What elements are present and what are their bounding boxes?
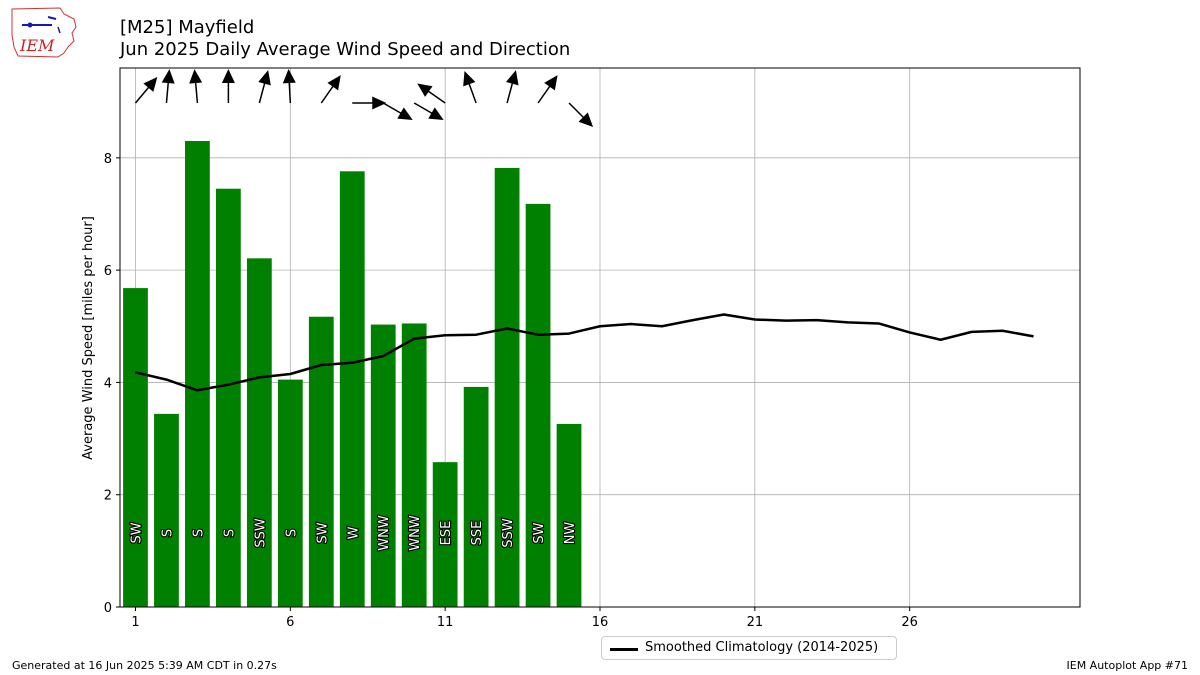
footer-app-text: IEM Autoplot App #71 bbox=[1066, 659, 1189, 672]
wind-arrow-shaft bbox=[320, 82, 336, 104]
wind-arrow-head bbox=[428, 107, 444, 120]
wind-arrow bbox=[382, 102, 413, 120]
y-tick-label: 6 bbox=[104, 264, 112, 279]
bar-direction-label: SSW bbox=[501, 518, 516, 548]
wind-arrow-shaft bbox=[506, 79, 515, 104]
bar bbox=[216, 188, 241, 607]
wind-arrow-head bbox=[463, 71, 476, 87]
bar-direction-label: SSW bbox=[253, 518, 268, 548]
wind-arrow-head bbox=[327, 75, 341, 91]
chart-title-line1: [M25] Mayfield bbox=[120, 17, 255, 38]
wind-arrow bbox=[161, 69, 175, 104]
climatology-polyline bbox=[135, 313, 1034, 392]
wind-arrow bbox=[189, 69, 203, 104]
wind-arrow bbox=[537, 75, 558, 104]
wind-arrow bbox=[258, 70, 271, 104]
x-tick-label: 11 bbox=[437, 615, 454, 630]
wind-arrow bbox=[505, 70, 519, 104]
wind-arrow-head bbox=[189, 69, 203, 84]
wind-arrow bbox=[282, 69, 296, 104]
bar bbox=[185, 140, 210, 608]
wind-arrow-head bbox=[161, 69, 175, 84]
x-tick-label: 6 bbox=[286, 615, 294, 630]
bar-direction-label: WNW bbox=[408, 515, 423, 551]
bar bbox=[154, 413, 179, 607]
logo-text: IEM bbox=[19, 36, 55, 55]
wind-arrow-head bbox=[417, 83, 433, 97]
wind-arrow-head bbox=[578, 112, 594, 128]
wind-arrow bbox=[413, 102, 444, 120]
bar bbox=[525, 203, 551, 607]
bar bbox=[463, 386, 489, 607]
bar-direction-label: W bbox=[346, 526, 361, 539]
bar-direction-label: WNW bbox=[377, 515, 392, 551]
wind-arrow-head bbox=[505, 70, 519, 86]
x-tick-label: 1 bbox=[131, 615, 139, 630]
legend-label: Smoothed Climatology (2014-2025) bbox=[645, 640, 879, 655]
wind-arrow-head bbox=[258, 70, 271, 86]
wind-arrow-head bbox=[544, 75, 558, 91]
bar bbox=[401, 323, 427, 607]
wind-arrow-head bbox=[282, 69, 296, 84]
wind-arrow bbox=[568, 102, 594, 128]
wind-arrow-head bbox=[143, 76, 158, 92]
y-tick-label: 4 bbox=[104, 376, 112, 391]
bar-direction-label: SSE bbox=[470, 521, 485, 546]
wind-arrow bbox=[221, 69, 235, 103]
iem-logo: IEM bbox=[11, 7, 77, 58]
y-tick-label: 8 bbox=[104, 152, 112, 167]
wind-arrow bbox=[320, 75, 341, 104]
bar-direction-label: ESE bbox=[439, 521, 454, 546]
bar bbox=[246, 258, 272, 607]
climatology-line bbox=[135, 313, 1034, 392]
wind-arrow-shaft bbox=[537, 82, 553, 104]
bar bbox=[432, 462, 458, 607]
bar-direction-label: SW bbox=[532, 522, 547, 543]
y-tick-label: 0 bbox=[104, 601, 112, 616]
bar bbox=[308, 316, 334, 607]
wind-arrow bbox=[134, 76, 158, 104]
bar bbox=[277, 379, 303, 607]
bar-direction-label: NW bbox=[563, 522, 578, 545]
y-tick-label: 2 bbox=[104, 489, 112, 504]
wind-arrow-shaft bbox=[134, 84, 152, 104]
wind-arrow-shaft bbox=[382, 102, 405, 116]
legend: Smoothed Climatology (2014-2025) bbox=[601, 636, 897, 660]
bar-direction-label: S bbox=[160, 529, 175, 537]
wind-arrow-shaft bbox=[425, 88, 446, 104]
wind-arrow-head bbox=[372, 96, 387, 110]
legend-line-swatch bbox=[610, 648, 638, 651]
y-axis-label: Average Wind Speed [miles per hour] bbox=[81, 216, 96, 460]
wind-arrow-shaft bbox=[413, 102, 436, 116]
wind-arrow bbox=[417, 83, 446, 104]
bar bbox=[494, 167, 520, 608]
chart-title: [M25] Mayfield Jun 2025 Daily Average Wi… bbox=[120, 17, 570, 61]
bar-direction-label: S bbox=[191, 529, 206, 537]
wind-arrow bbox=[463, 71, 477, 104]
bar-direction-label: SW bbox=[315, 522, 330, 543]
x-tick-label: 21 bbox=[747, 615, 764, 630]
direction-arrows bbox=[134, 69, 594, 128]
x-tick-label: 26 bbox=[901, 615, 918, 630]
bar bbox=[123, 288, 148, 607]
bar-direction-label: SW bbox=[129, 522, 144, 543]
bars: SW S S S SSW S SW W WNW WNW ESE SSE SSW SW NW bbox=[123, 140, 582, 608]
x-tick-label: 16 bbox=[592, 615, 609, 630]
bar bbox=[556, 423, 582, 607]
wind-arrow-head bbox=[397, 107, 413, 120]
bar-direction-label: S bbox=[222, 529, 237, 537]
bar bbox=[370, 324, 396, 607]
wind-arrow-head bbox=[221, 69, 235, 83]
chart-title-line2: Jun 2025 Daily Average Wind Speed and Di… bbox=[120, 39, 571, 60]
wind-arrow bbox=[352, 96, 387, 110]
bar bbox=[339, 171, 365, 607]
bar-direction-label: S bbox=[284, 529, 299, 537]
footer-generated-text: Generated at 16 Jun 2025 5:39 AM CDT in … bbox=[12, 659, 277, 672]
